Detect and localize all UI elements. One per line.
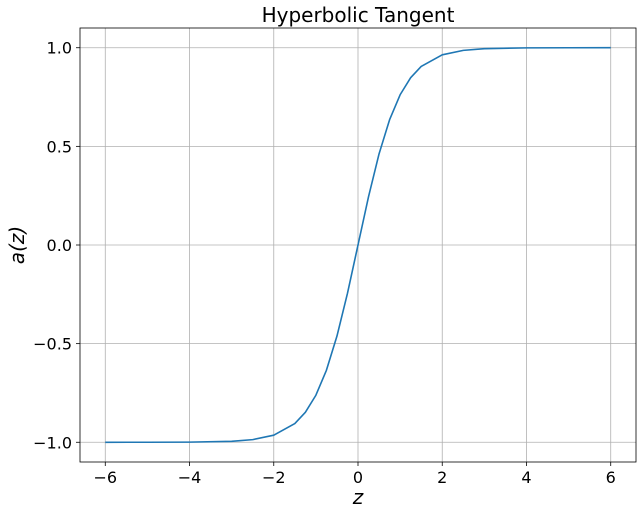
x-tick-label: 4: [521, 468, 531, 487]
y-tick-label: −0.5: [33, 335, 72, 354]
x-tick-label: −6: [93, 468, 117, 487]
series-layer: [105, 46, 611, 444]
x-tick-label: 0: [353, 468, 363, 487]
x-tick-label: 6: [606, 468, 616, 487]
y-tick-label: −1.0: [33, 433, 72, 452]
y-tick-label: 1.0: [47, 39, 72, 58]
x-tick-label: −2: [262, 468, 286, 487]
tanh-line: [105, 46, 611, 444]
x-tick-label: 2: [437, 468, 447, 487]
grid: [80, 28, 636, 462]
x-tick-label: −4: [178, 468, 202, 487]
y-tick-label: 0.5: [47, 137, 72, 156]
y-axis-label: a(z): [5, 226, 29, 264]
chart-title: Hyperbolic Tangent: [262, 3, 455, 27]
ticks: −6 −4 −2 0 2 4 6 −1.0 −0.5 0.0 0.5 1.0: [33, 39, 616, 487]
y-tick-label: 0.0: [47, 236, 72, 255]
x-axis-label: z: [352, 485, 364, 509]
